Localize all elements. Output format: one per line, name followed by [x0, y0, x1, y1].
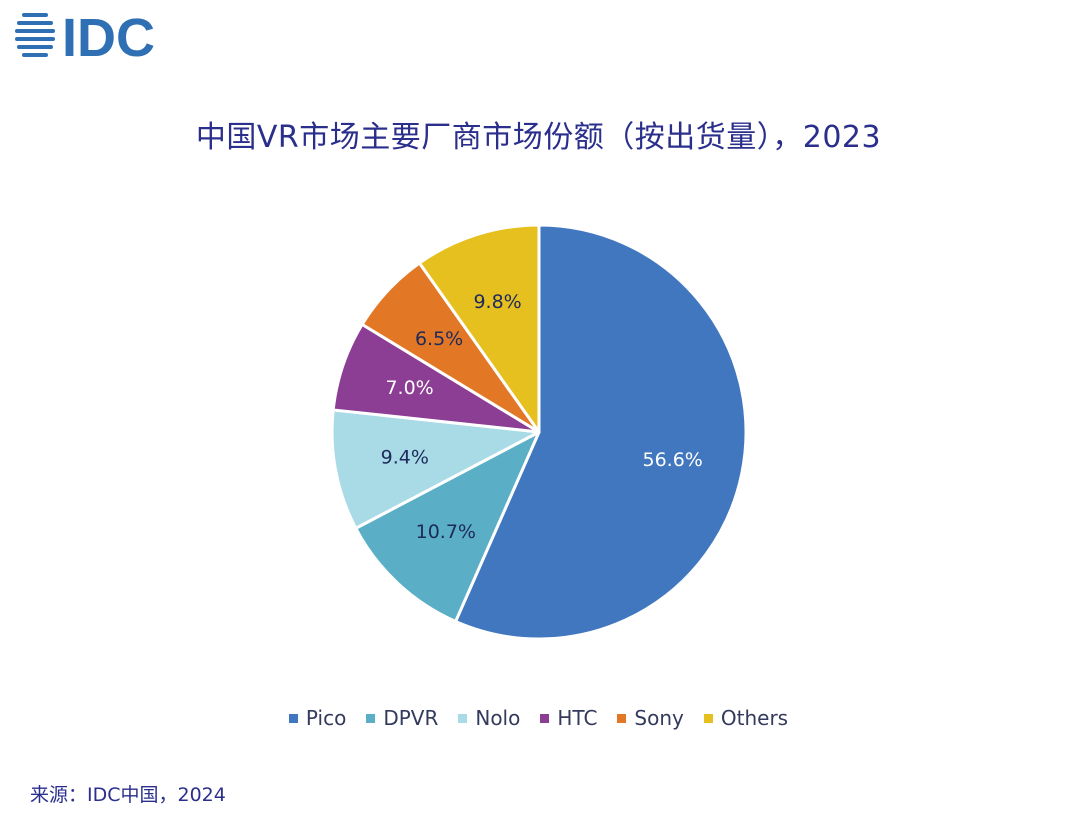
- legend-swatch: [617, 713, 627, 723]
- legend-swatch: [703, 713, 713, 723]
- data-label-htc: 7.0%: [385, 377, 433, 399]
- legend-swatch: [540, 713, 550, 723]
- legend-label: Pico: [305, 706, 347, 730]
- pie-slice-nolo: [330, 408, 541, 530]
- legend-item-htc: HTC: [540, 706, 597, 730]
- legend-label: DPVR: [383, 706, 439, 730]
- chart-legend: Pico DPVR Nolo HTC Sony Others: [0, 706, 1077, 730]
- logo-text: IDC: [62, 8, 155, 66]
- legend-swatch: [366, 713, 376, 723]
- legend-item-sony: Sony: [617, 706, 684, 730]
- legend-item-nolo: Nolo: [458, 706, 520, 730]
- pie-slice-others: [417, 223, 541, 434]
- data-label-pico: 56.6%: [643, 449, 703, 471]
- legend-label: Nolo: [475, 706, 521, 730]
- legend-item-dpvr: DPVR: [366, 706, 438, 730]
- data-label-nolo: 9.4%: [381, 447, 429, 469]
- data-label-sony: 6.5%: [415, 328, 463, 350]
- data-label-others: 9.8%: [473, 291, 521, 313]
- legend-label: HTC: [557, 706, 598, 730]
- source-note: 来源：IDC中国，2024: [30, 784, 226, 806]
- pie-slices: [330, 223, 748, 641]
- legend-label: Others: [720, 706, 789, 730]
- legend-item-others: Others: [703, 706, 789, 730]
- legend-item-pico: Pico: [288, 706, 347, 730]
- pie-labels: 56.6% 10.7% 9.4% 7.0% 6.5% 9.8%: [381, 291, 703, 543]
- legend-label: Sony: [634, 706, 684, 730]
- legend-swatch: [458, 713, 468, 723]
- pie-slice-dpvr: [354, 430, 541, 623]
- idc-logo: IDC: [15, 8, 155, 66]
- chart-title: 中国VR市场主要厂商市场份额（按出货量），2023: [195, 120, 882, 155]
- pie-slice-pico: [454, 223, 748, 641]
- globe-icon: [15, 13, 55, 57]
- data-label-dpvr: 10.7%: [416, 521, 476, 543]
- legend-swatch: [288, 713, 298, 723]
